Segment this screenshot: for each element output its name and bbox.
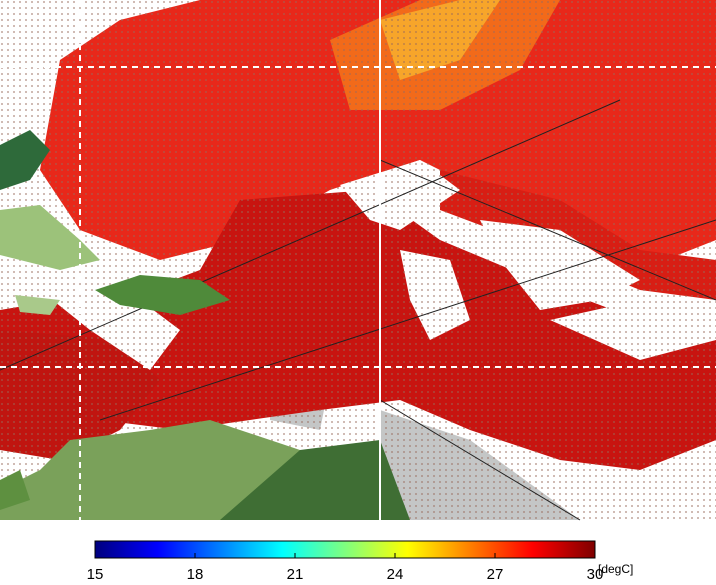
tick-label: 24 [387, 566, 404, 583]
tick-label: 18 [187, 566, 204, 583]
tick-label: 30 [587, 566, 604, 583]
colorbar-unit: [degC] [598, 562, 633, 576]
colorbar-scale [94, 540, 596, 559]
map [0, 0, 716, 521]
tick-label: 27 [487, 566, 504, 583]
tick-label: 21 [287, 566, 304, 583]
tick-label: 15 [87, 566, 104, 583]
colorbar: [degC] 15 18 21 24 27 30 [87, 540, 633, 583]
